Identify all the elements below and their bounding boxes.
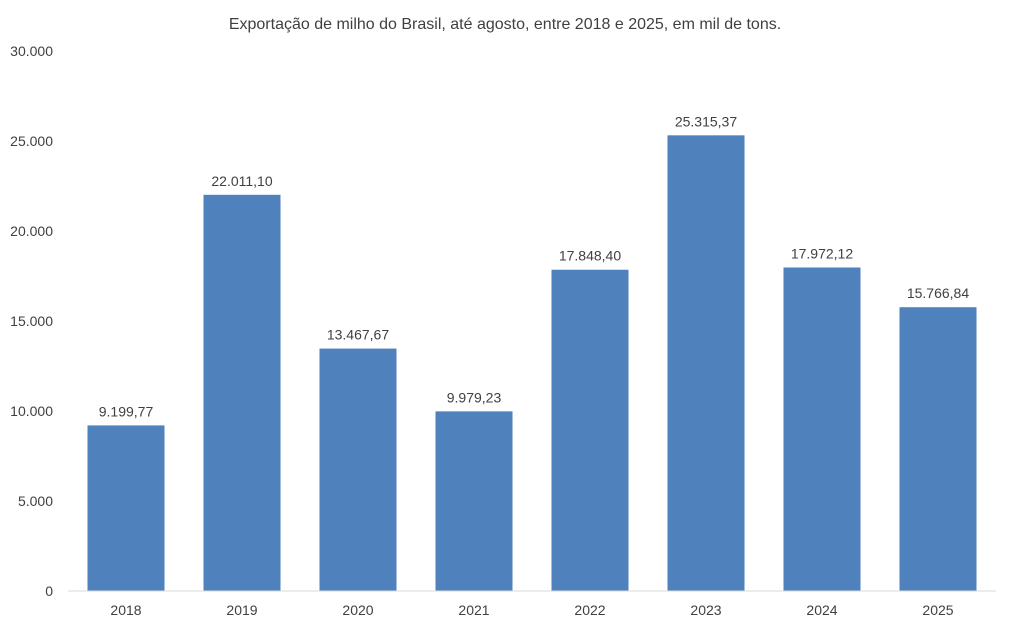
y-tick-label: 0	[45, 583, 53, 599]
bars: 9.199,77 22.011,10 13.467,67 9.979,23 17.848…	[87, 113, 977, 591]
y-axis: 0 5.000 10.000 15.000 20.000 25.000 30.000	[10, 43, 53, 599]
y-tick-label: 25.000	[10, 133, 53, 149]
bar-2018	[87, 425, 165, 591]
bar-2020	[319, 348, 397, 591]
x-tick-label: 2020	[342, 602, 373, 618]
x-tick-label: 2024	[806, 602, 837, 618]
x-tick-label: 2021	[458, 602, 489, 618]
y-tick-label: 30.000	[10, 43, 53, 59]
bar-2025	[899, 307, 977, 591]
bar-2024	[783, 267, 861, 591]
data-label: 22.011,10	[211, 173, 272, 189]
data-label: 9.199,77	[99, 403, 154, 419]
y-tick-label: 5.000	[18, 493, 53, 509]
data-label: 25.315,37	[675, 113, 737, 129]
data-label: 17.848,40	[559, 248, 621, 264]
y-tick-label: 10.000	[10, 403, 53, 419]
data-label: 13.467,67	[327, 327, 389, 343]
bar-2019	[203, 194, 281, 591]
x-tick-label: 2022	[574, 602, 605, 618]
x-tick-label: 2023	[690, 602, 721, 618]
x-tick-label: 2025	[922, 602, 953, 618]
y-tick-label: 20.000	[10, 223, 53, 239]
x-tick-label: 2018	[110, 602, 141, 618]
y-tick-label: 15.000	[10, 313, 53, 329]
bar-2023	[667, 135, 745, 591]
data-label: 15.766,84	[907, 285, 969, 301]
bar-2022	[551, 269, 629, 591]
data-label: 9.979,23	[447, 389, 502, 405]
data-label: 17.972,12	[791, 246, 853, 262]
x-tick-label: 2019	[226, 602, 257, 618]
x-axis: 2018 2019 2020 2021 2022 2023 2024 2025	[110, 602, 953, 618]
bar-2021	[435, 411, 513, 591]
chart-title: Exportação de milho do Brasil, até agost…	[229, 16, 781, 33]
